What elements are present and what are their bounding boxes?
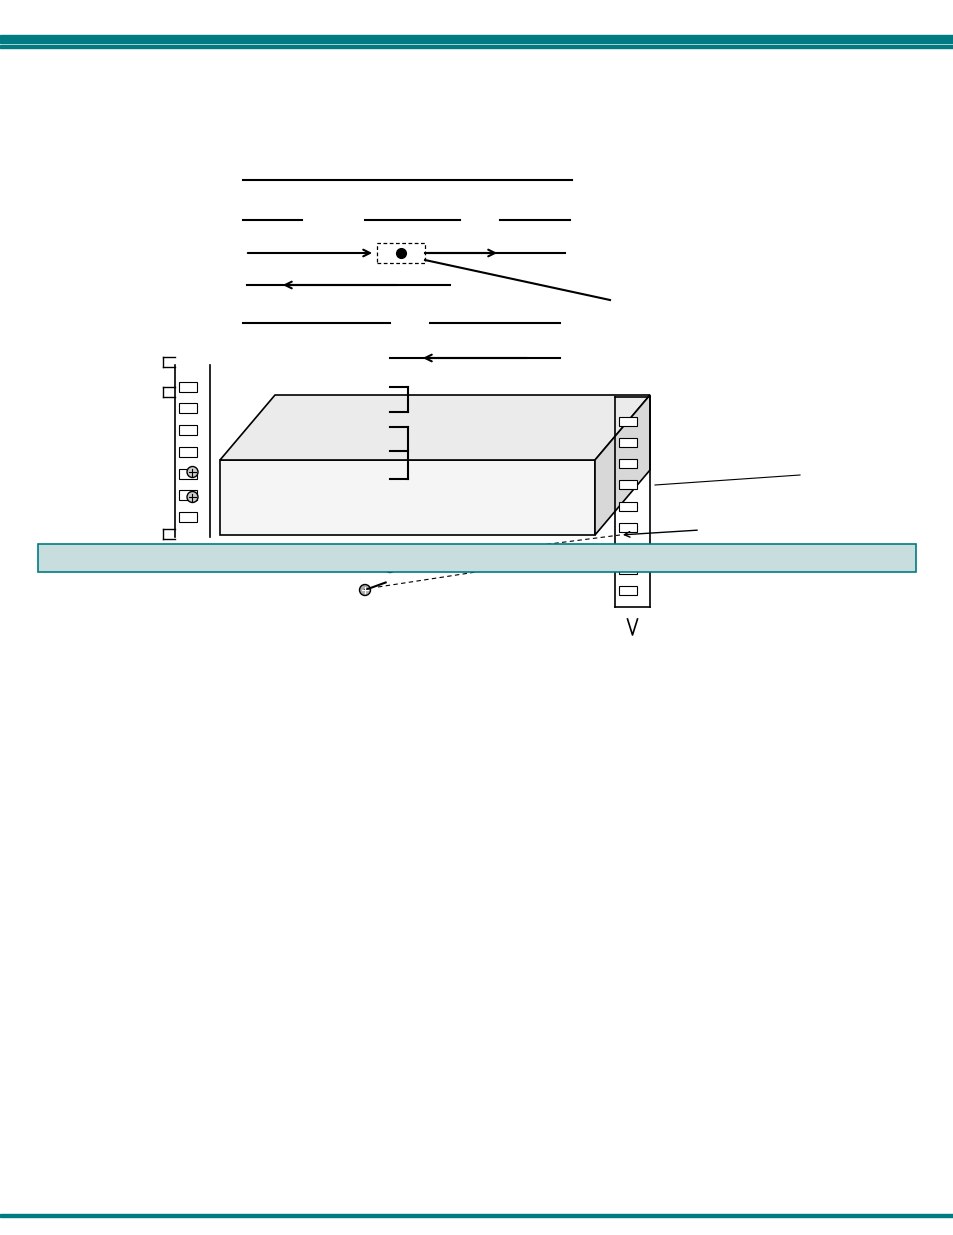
Bar	[0, 1214, 953, 1216]
Bar	[618, 585, 637, 595]
Polygon shape	[220, 395, 649, 459]
Bar	[618, 417, 637, 426]
Bar	[179, 382, 196, 391]
Bar	[179, 447, 196, 457]
Bar	[618, 438, 637, 447]
Bar	[179, 425, 196, 435]
Bar	[0, 44, 953, 48]
Bar	[618, 543, 637, 553]
Circle shape	[187, 467, 198, 478]
Bar	[38, 543, 915, 572]
Polygon shape	[595, 395, 649, 535]
Bar	[179, 490, 196, 500]
Bar	[0, 35, 953, 43]
Bar	[618, 480, 637, 489]
Bar	[618, 522, 637, 531]
Polygon shape	[220, 459, 595, 535]
Bar	[618, 501, 637, 510]
Bar	[618, 459, 637, 468]
Circle shape	[187, 492, 198, 503]
Bar	[618, 564, 637, 574]
Bar	[179, 513, 196, 522]
Circle shape	[359, 584, 370, 595]
Bar	[179, 404, 196, 414]
Bar	[179, 468, 196, 479]
Circle shape	[384, 562, 395, 573]
Bar	[376, 243, 424, 263]
